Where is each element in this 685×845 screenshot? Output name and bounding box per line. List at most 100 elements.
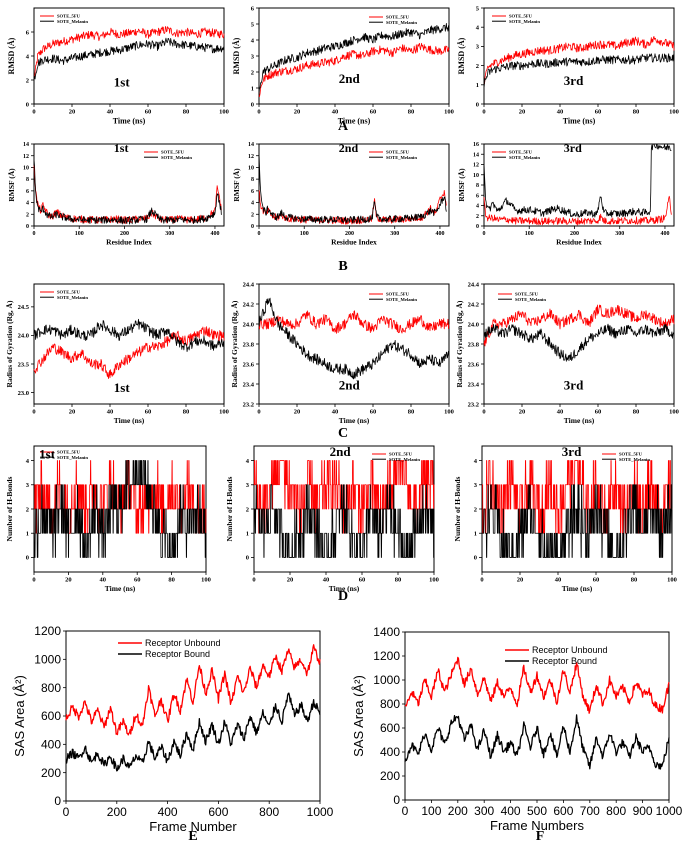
legend-label: SOTE_Melanin bbox=[386, 155, 417, 160]
x-tick-label: 40 bbox=[332, 109, 339, 116]
y-axis-title: Radius of Gyration (Rg, Å) bbox=[455, 300, 464, 387]
series-line-black bbox=[483, 53, 675, 89]
y-tick-label: 400 bbox=[41, 738, 61, 752]
x-tick-label: 100 bbox=[429, 577, 439, 584]
x-tick-label: 20 bbox=[517, 577, 524, 584]
y-tick-label: 23.0 bbox=[18, 390, 29, 397]
run-annotation: 3rd bbox=[564, 378, 584, 393]
legend-label: SOTE_Melanin bbox=[509, 19, 540, 24]
x-tick-label: 400 bbox=[435, 231, 444, 237]
x-tick-label: 100 bbox=[669, 109, 679, 116]
legend-label: SOTE_5FU bbox=[509, 150, 533, 155]
y-axis-title: Radius of Gyration (Rg, Å) bbox=[230, 300, 239, 387]
y-tick-label: 24.4 bbox=[243, 281, 255, 288]
series-line-black bbox=[33, 159, 222, 225]
x-axis-title: Time (ns) bbox=[564, 416, 595, 425]
y-tick-label: 800 bbox=[41, 681, 61, 695]
y-tick-label: 600 bbox=[41, 709, 61, 723]
x-tick-label: 20 bbox=[519, 409, 526, 416]
series-line-red bbox=[483, 195, 672, 226]
legend-label: SOTE_Melanin bbox=[161, 155, 192, 160]
x-axis-title: Time (ns) bbox=[339, 416, 370, 425]
chart-D1: 0 20 40 60 80 100 0 1 2 3 4 Time (ns) Number of H-Bo… bbox=[5, 445, 211, 593]
x-tick-label: 600 bbox=[208, 805, 228, 819]
y-tick-label: 0 bbox=[26, 224, 29, 230]
panel-letter-e: E bbox=[188, 829, 197, 844]
legend-label: SOTE_5FU bbox=[386, 15, 410, 20]
x-axis-title: Time (ns) bbox=[338, 117, 371, 126]
y-tick-label: 200 bbox=[380, 769, 400, 783]
x-tick-label: 1000 bbox=[656, 804, 683, 818]
x-tick-label: 100 bbox=[75, 231, 84, 237]
y-tick-label: 14 bbox=[473, 152, 479, 158]
x-tick-label: 700 bbox=[580, 804, 600, 818]
x-tick-label: 60 bbox=[370, 409, 377, 416]
y-tick-label: 24.0 bbox=[243, 321, 254, 328]
legend-label: SOTE_Melanin bbox=[57, 19, 88, 24]
legend-label: SOTE_5FU bbox=[386, 292, 410, 297]
y-tick-label: 2 bbox=[251, 212, 254, 218]
legend-label: Receptor Unbound bbox=[532, 645, 608, 655]
y-tick-label: 4 bbox=[476, 24, 480, 31]
x-axis-title: Time (ns) bbox=[563, 117, 596, 126]
series-line-black bbox=[33, 37, 225, 80]
y-tick-label: 800 bbox=[380, 697, 400, 711]
y-tick-label: 6 bbox=[26, 189, 29, 195]
y-tick-label: 1 bbox=[474, 531, 477, 538]
legend-label: SOTE_Melanin bbox=[509, 155, 540, 160]
x-axis-title: Time (ns) bbox=[113, 117, 146, 126]
panel-letter-c: C bbox=[338, 426, 348, 441]
series-line-red bbox=[33, 326, 225, 379]
panel-letter-d: D bbox=[338, 589, 348, 604]
x-axis-title: Residue Index bbox=[556, 238, 602, 247]
y-tick-label: 2 bbox=[476, 63, 479, 70]
x-tick-label: 80 bbox=[631, 577, 638, 584]
chart-F: 0 100 200 300 400 500 600 700 800 900 100002004006… bbox=[351, 625, 683, 833]
x-tick-label: 0 bbox=[63, 805, 70, 819]
x-tick-label: 20 bbox=[519, 109, 526, 116]
x-tick-label: 40 bbox=[555, 577, 562, 584]
x-tick-label: 100 bbox=[525, 231, 534, 237]
legend-label: SOTE_5FU bbox=[57, 450, 81, 455]
y-tick-label: 0 bbox=[26, 555, 29, 562]
series-line-black bbox=[258, 152, 447, 224]
x-tick-label: 100 bbox=[219, 409, 229, 416]
legend-label: SOTE_5FU bbox=[57, 14, 81, 19]
run-annotation: 1st bbox=[114, 75, 131, 90]
x-tick-label: 60 bbox=[593, 577, 600, 584]
x-tick-label: 0 bbox=[252, 577, 255, 584]
x-tick-label: 20 bbox=[65, 577, 72, 584]
chart-B2: 0 100 200 300 400 0 2 4 6 8 10 12 14 Residue Index RMS… bbox=[232, 141, 450, 247]
x-axis-title: Time (ns) bbox=[105, 584, 136, 593]
legend-label: SOTE_5FU bbox=[619, 452, 643, 457]
y-tick-label: 6 bbox=[26, 29, 30, 36]
legend-label: SOTE_5FU bbox=[389, 452, 413, 457]
chart-C1: 0 20 40 60 80 100 23.0 23.5 24.0 24.5 Time (ns) Rad… bbox=[5, 283, 229, 425]
x-tick-label: 40 bbox=[332, 409, 339, 416]
y-tick-label: 5 bbox=[251, 21, 255, 28]
y-tick-label: 2 bbox=[26, 506, 29, 513]
y-tick-label: 23.6 bbox=[243, 361, 255, 368]
x-tick-label: 0 bbox=[257, 109, 260, 116]
series-line-black bbox=[483, 323, 675, 362]
legend-label: SOTE_5FU bbox=[515, 292, 539, 297]
y-tick-label: 1200 bbox=[373, 649, 400, 663]
y-tick-label: 23.2 bbox=[468, 401, 479, 408]
x-tick-label: 0 bbox=[482, 109, 485, 116]
legend-label: Receptor Unbound bbox=[145, 638, 221, 648]
legend-label: SOTE_5FU bbox=[57, 290, 81, 295]
series-line-red bbox=[33, 26, 225, 80]
x-tick-label: 0 bbox=[33, 231, 36, 237]
y-axis-title: RMSF (Å) bbox=[232, 168, 241, 202]
x-tick-label: 200 bbox=[345, 231, 354, 237]
x-tick-label: 400 bbox=[158, 805, 178, 819]
y-tick-label: 2 bbox=[246, 506, 249, 513]
legend-label: SOTE_Melanin bbox=[515, 297, 546, 302]
series-line-red bbox=[258, 42, 450, 97]
x-axis-title: Residue Index bbox=[331, 238, 377, 247]
x-tick-label: 400 bbox=[660, 231, 669, 237]
legend-label: SOTE_5FU bbox=[161, 150, 185, 155]
y-tick-label: 24.4 bbox=[468, 281, 480, 288]
legend-label: SOTE_Melanin bbox=[386, 297, 417, 302]
x-tick-label: 40 bbox=[557, 409, 564, 416]
